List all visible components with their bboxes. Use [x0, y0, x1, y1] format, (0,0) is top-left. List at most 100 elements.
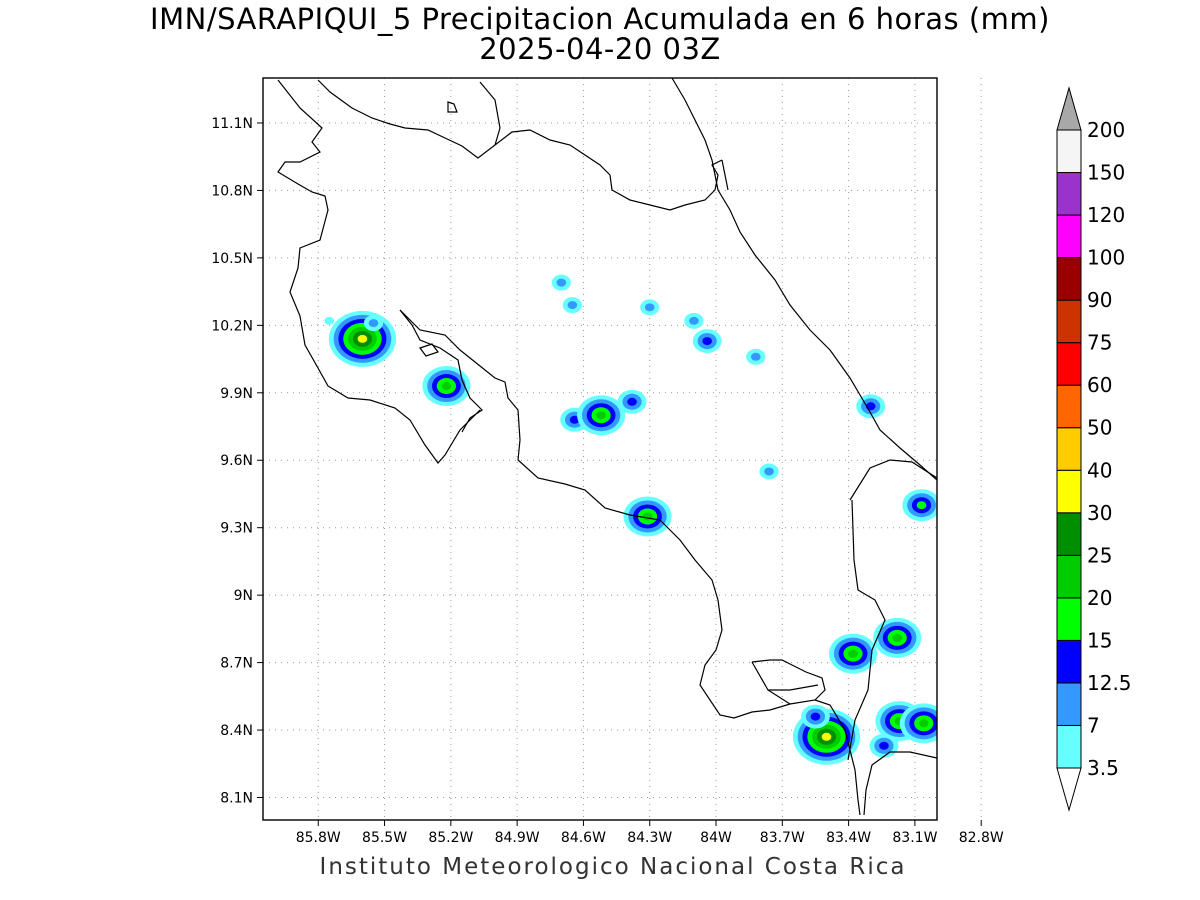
- colorbar-level-label: 150: [1087, 161, 1125, 185]
- lat-tick-label: 10.5N: [211, 251, 253, 267]
- colorbar-level-label: 50: [1087, 416, 1112, 440]
- colorbar-swatch: [1056, 512, 1082, 556]
- precip-contour: [596, 411, 606, 420]
- colorbar-swatch: [1056, 724, 1082, 769]
- precip-cell: [577, 395, 626, 436]
- lon-tick-label: 84.3W: [627, 830, 672, 846]
- colorbar-level-label: 3.5: [1087, 756, 1119, 780]
- precip-contour: [848, 649, 858, 658]
- latitude-labels: 11.1N 10.8N 10.5N 10.2N 9.9N 9.6N 9.3N 9N 8.7N 8.…: [211, 116, 253, 807]
- lon-tick-label: 83.7W: [760, 830, 805, 846]
- precip-contour: [569, 415, 580, 424]
- lon-tick-label: 85.5W: [362, 830, 407, 846]
- precip-contour: [324, 316, 335, 325]
- precip-cell: [856, 394, 886, 419]
- precip-cell: [869, 733, 899, 758]
- precip-cell: [902, 489, 937, 522]
- precip-cell: [640, 299, 660, 316]
- precipitation-field: [324, 274, 937, 765]
- colorbar-level-label: 100: [1087, 246, 1125, 270]
- colorbar-swatch: [1056, 299, 1082, 344]
- lat-tick-label: 10.2N: [211, 318, 253, 334]
- precip-contour: [810, 712, 821, 721]
- lon-tick-label: 84.9W: [495, 830, 540, 846]
- colorbar-under-arrow: [1056, 767, 1082, 812]
- colorbar-swatch: [1056, 342, 1082, 386]
- precip-cell: [617, 389, 647, 414]
- precip-cell: [801, 704, 830, 729]
- precip-contour: [892, 633, 903, 642]
- lon-tick-label: 84.6W: [561, 830, 606, 846]
- coastline-borders: [277, 78, 937, 816]
- precip-contour: [879, 741, 889, 750]
- colorbar-swatch: [1056, 384, 1082, 429]
- precip-contour: [567, 301, 578, 310]
- colorbar-level-label: 40: [1087, 458, 1112, 482]
- lat-tick-label: 10.8N: [211, 183, 253, 199]
- lon-tick-label: 84W: [700, 830, 732, 846]
- precip-contour: [642, 512, 653, 521]
- colorbar-swatch: [1056, 257, 1082, 301]
- lon-tick-label: 83.4W: [826, 830, 871, 846]
- lon-tick-label: 83.1W: [892, 830, 937, 846]
- colorbar-level-label: 30: [1087, 501, 1112, 525]
- lat-tick-label: 8.7N: [220, 656, 253, 672]
- precip-contour: [918, 719, 929, 728]
- map-date: 2025-04-20 03Z: [479, 32, 721, 66]
- colorbar: 3.5 7 12.5 15 20 25 30 40 50 60 75 90 100 120 150 200: [1056, 86, 1132, 812]
- graticule: [257, 78, 982, 826]
- precip-cell: [562, 297, 582, 314]
- colorbar-swatch: [1056, 172, 1082, 216]
- colorbar-swatch: [1056, 214, 1082, 259]
- precip-contour: [821, 732, 832, 741]
- precip-cell: [551, 274, 571, 291]
- precip-cell: [623, 496, 672, 537]
- precip-cell: [746, 348, 766, 365]
- lat-tick-label: 11.1N: [211, 116, 253, 132]
- precip-cell: [692, 329, 722, 354]
- colorbar-swatch: [1056, 639, 1082, 684]
- map-background: [263, 78, 937, 820]
- colorbar-swatch: [1056, 597, 1082, 641]
- footer-credit: Instituto Meteorologico Nacional Costa R…: [319, 854, 907, 880]
- precip-contour: [441, 382, 452, 391]
- colorbar-level-label: 15: [1087, 628, 1112, 652]
- precip-cell: [328, 310, 397, 367]
- precip-cell: [363, 315, 384, 332]
- precip-contour: [357, 334, 368, 343]
- precip-cell: [422, 366, 471, 407]
- map-title: IMN/SARAPIQUI_5 Precipitacion Acumulada …: [150, 2, 1050, 36]
- precip-cell: [759, 463, 779, 480]
- colorbar-level-label: 75: [1087, 331, 1112, 355]
- precip-cell: [324, 316, 335, 325]
- colorbar-level-label: 20: [1087, 586, 1112, 610]
- precip-cell: [899, 703, 937, 744]
- colorbar-swatch: [1056, 427, 1082, 471]
- colorbar-level-label: 7: [1087, 713, 1100, 737]
- lon-tick-label: 85.8W: [296, 830, 341, 846]
- longitude-labels: 85.8W 85.5W 85.2W 84.9W 84.6W 84.3W 84W 83.7W 83…: [296, 830, 1004, 846]
- precip-contour: [750, 352, 761, 361]
- colorbar-level-label: 12.5: [1087, 671, 1132, 695]
- precip-contour: [702, 337, 712, 346]
- colorbar-level-label: 120: [1087, 203, 1125, 227]
- colorbar-swatch: [1056, 469, 1082, 514]
- colorbar-level-label: 25: [1087, 543, 1112, 567]
- colorbar-swatch: [1056, 129, 1082, 174]
- colorbar-over-arrow: [1056, 86, 1082, 131]
- map-frame: [262, 77, 938, 821]
- precip-contour: [627, 397, 637, 406]
- colorbar-level-label: 90: [1087, 288, 1112, 312]
- precip-contour: [368, 319, 379, 328]
- colorbar-level-label: 200: [1087, 118, 1125, 142]
- precip-cell: [829, 633, 878, 674]
- lat-tick-label: 9N: [234, 588, 253, 604]
- precip-contour: [556, 278, 567, 287]
- precip-contour: [916, 501, 927, 510]
- precip-contour: [689, 316, 699, 325]
- lat-tick-label: 9.6N: [220, 453, 253, 469]
- lat-tick-label: 8.1N: [220, 791, 253, 807]
- lon-tick-label: 82.8W: [959, 830, 1004, 846]
- colorbar-level-label: 60: [1087, 373, 1112, 397]
